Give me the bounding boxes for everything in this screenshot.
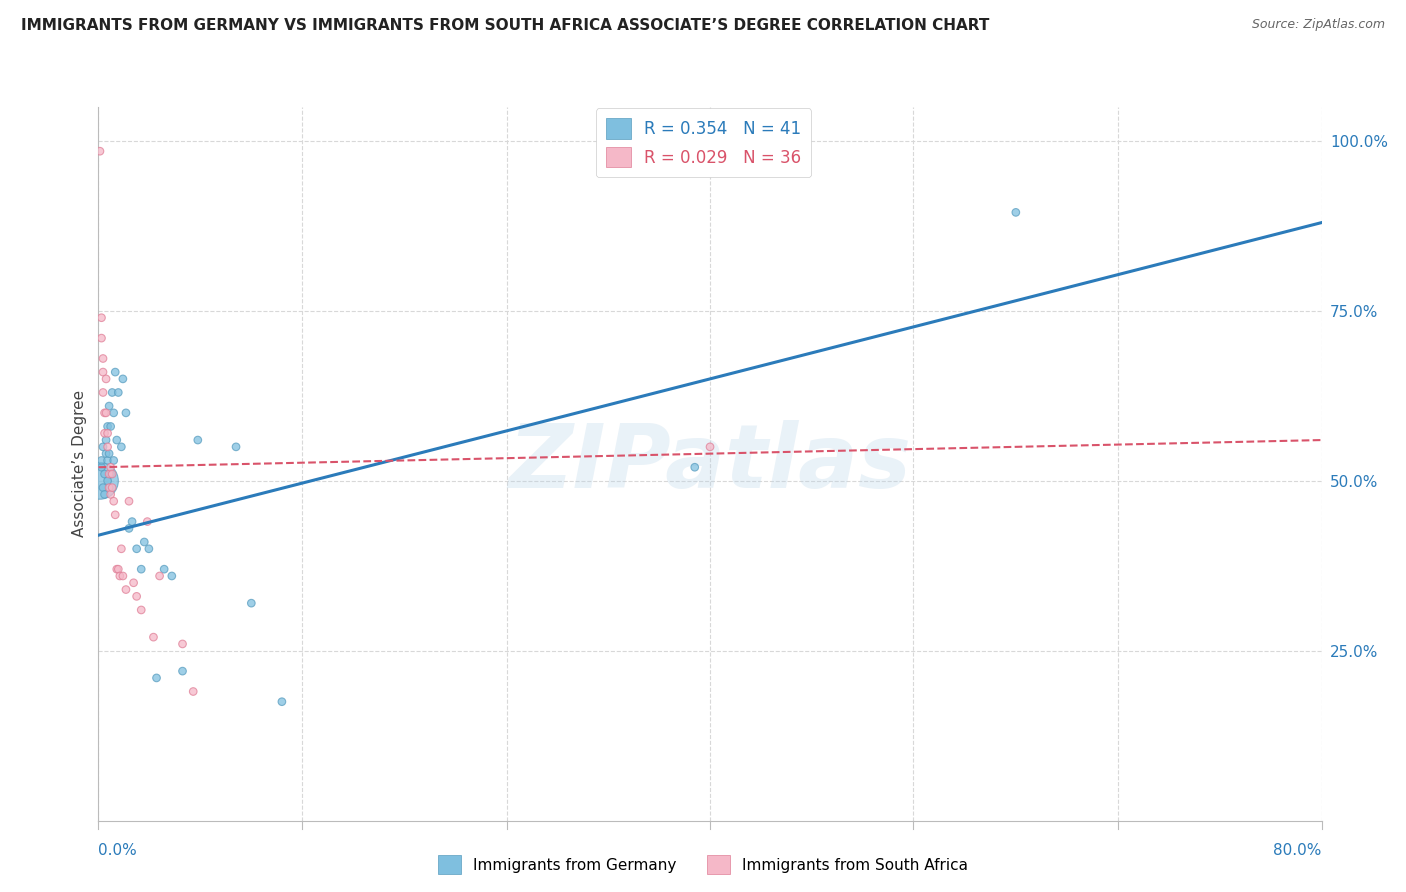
Point: [172, 664, 194, 678]
Point: [121, 515, 143, 529]
Point: [98, 447, 121, 461]
Text: IMMIGRANTS FROM GERMANY VS IMMIGRANTS FROM SOUTH AFRICA ASSOCIATE’S DEGREE CORRE: IMMIGRANTS FROM GERMANY VS IMMIGRANTS FR…: [21, 18, 990, 33]
Point: [111, 569, 134, 583]
Legend: Immigrants from Germany, Immigrants from South Africa: Immigrants from Germany, Immigrants from…: [432, 849, 974, 880]
Point: [101, 385, 124, 400]
Text: ZIPatlas: ZIPatlas: [509, 420, 911, 508]
Point: [97, 474, 120, 488]
Point: [91, 385, 114, 400]
Point: [107, 562, 129, 576]
Point: [94, 433, 117, 447]
Point: [105, 562, 128, 576]
Point: [125, 541, 148, 556]
Point: [108, 569, 131, 583]
Point: [89, 145, 111, 159]
Point: [91, 440, 114, 454]
Text: Source: ZipAtlas.com: Source: ZipAtlas.com: [1251, 18, 1385, 31]
Point: [90, 310, 112, 325]
Point: [97, 419, 120, 434]
Point: [97, 440, 120, 454]
Point: [93, 487, 115, 501]
Y-axis label: Associate’s Degree: Associate’s Degree: [72, 391, 87, 537]
Point: [101, 467, 124, 481]
Point: [104, 508, 127, 522]
Point: [225, 440, 247, 454]
Point: [129, 562, 152, 576]
Text: 80.0%: 80.0%: [1274, 843, 1322, 858]
Point: [91, 351, 114, 366]
Point: [115, 406, 138, 420]
Point: [91, 365, 114, 379]
Point: [90, 331, 112, 345]
Point: [699, 440, 721, 454]
Point: [97, 453, 120, 467]
Point: [160, 569, 183, 583]
Point: [103, 453, 125, 467]
Point: [97, 426, 120, 441]
Point: [94, 447, 117, 461]
Point: [98, 481, 121, 495]
Point: [100, 419, 122, 434]
Point: [103, 406, 125, 420]
Point: [111, 372, 134, 386]
Point: [110, 440, 132, 454]
Point: [93, 406, 115, 420]
Point: [134, 535, 156, 549]
Point: [90, 460, 112, 475]
Point: [142, 630, 165, 644]
Point: [107, 385, 129, 400]
Point: [149, 569, 172, 583]
Point: [153, 562, 176, 576]
Point: [683, 460, 706, 475]
Point: [98, 399, 121, 413]
Point: [94, 372, 117, 386]
Point: [94, 406, 117, 420]
Point: [270, 695, 292, 709]
Point: [98, 467, 121, 481]
Point: [129, 603, 152, 617]
Point: [118, 494, 141, 508]
Point: [101, 481, 124, 495]
Point: [90, 453, 112, 467]
Point: [93, 467, 115, 481]
Point: [104, 365, 127, 379]
Point: [115, 582, 138, 597]
Point: [240, 596, 263, 610]
Legend: R = 0.354   N = 41, R = 0.029   N = 36: R = 0.354 N = 41, R = 0.029 N = 36: [596, 108, 811, 178]
Point: [181, 684, 204, 698]
Point: [1004, 205, 1026, 219]
Point: [145, 671, 167, 685]
Point: [172, 637, 194, 651]
Point: [187, 433, 209, 447]
Point: [100, 487, 122, 501]
Point: [110, 541, 132, 556]
Point: [122, 575, 145, 590]
Point: [105, 433, 128, 447]
Text: 0.0%: 0.0%: [98, 843, 138, 858]
Point: [100, 467, 122, 481]
Point: [125, 590, 148, 604]
Point: [136, 515, 159, 529]
Point: [91, 481, 114, 495]
Point: [100, 460, 122, 475]
Point: [89, 474, 111, 488]
Point: [93, 426, 115, 441]
Point: [118, 521, 141, 535]
Point: [138, 541, 160, 556]
Point: [103, 494, 125, 508]
